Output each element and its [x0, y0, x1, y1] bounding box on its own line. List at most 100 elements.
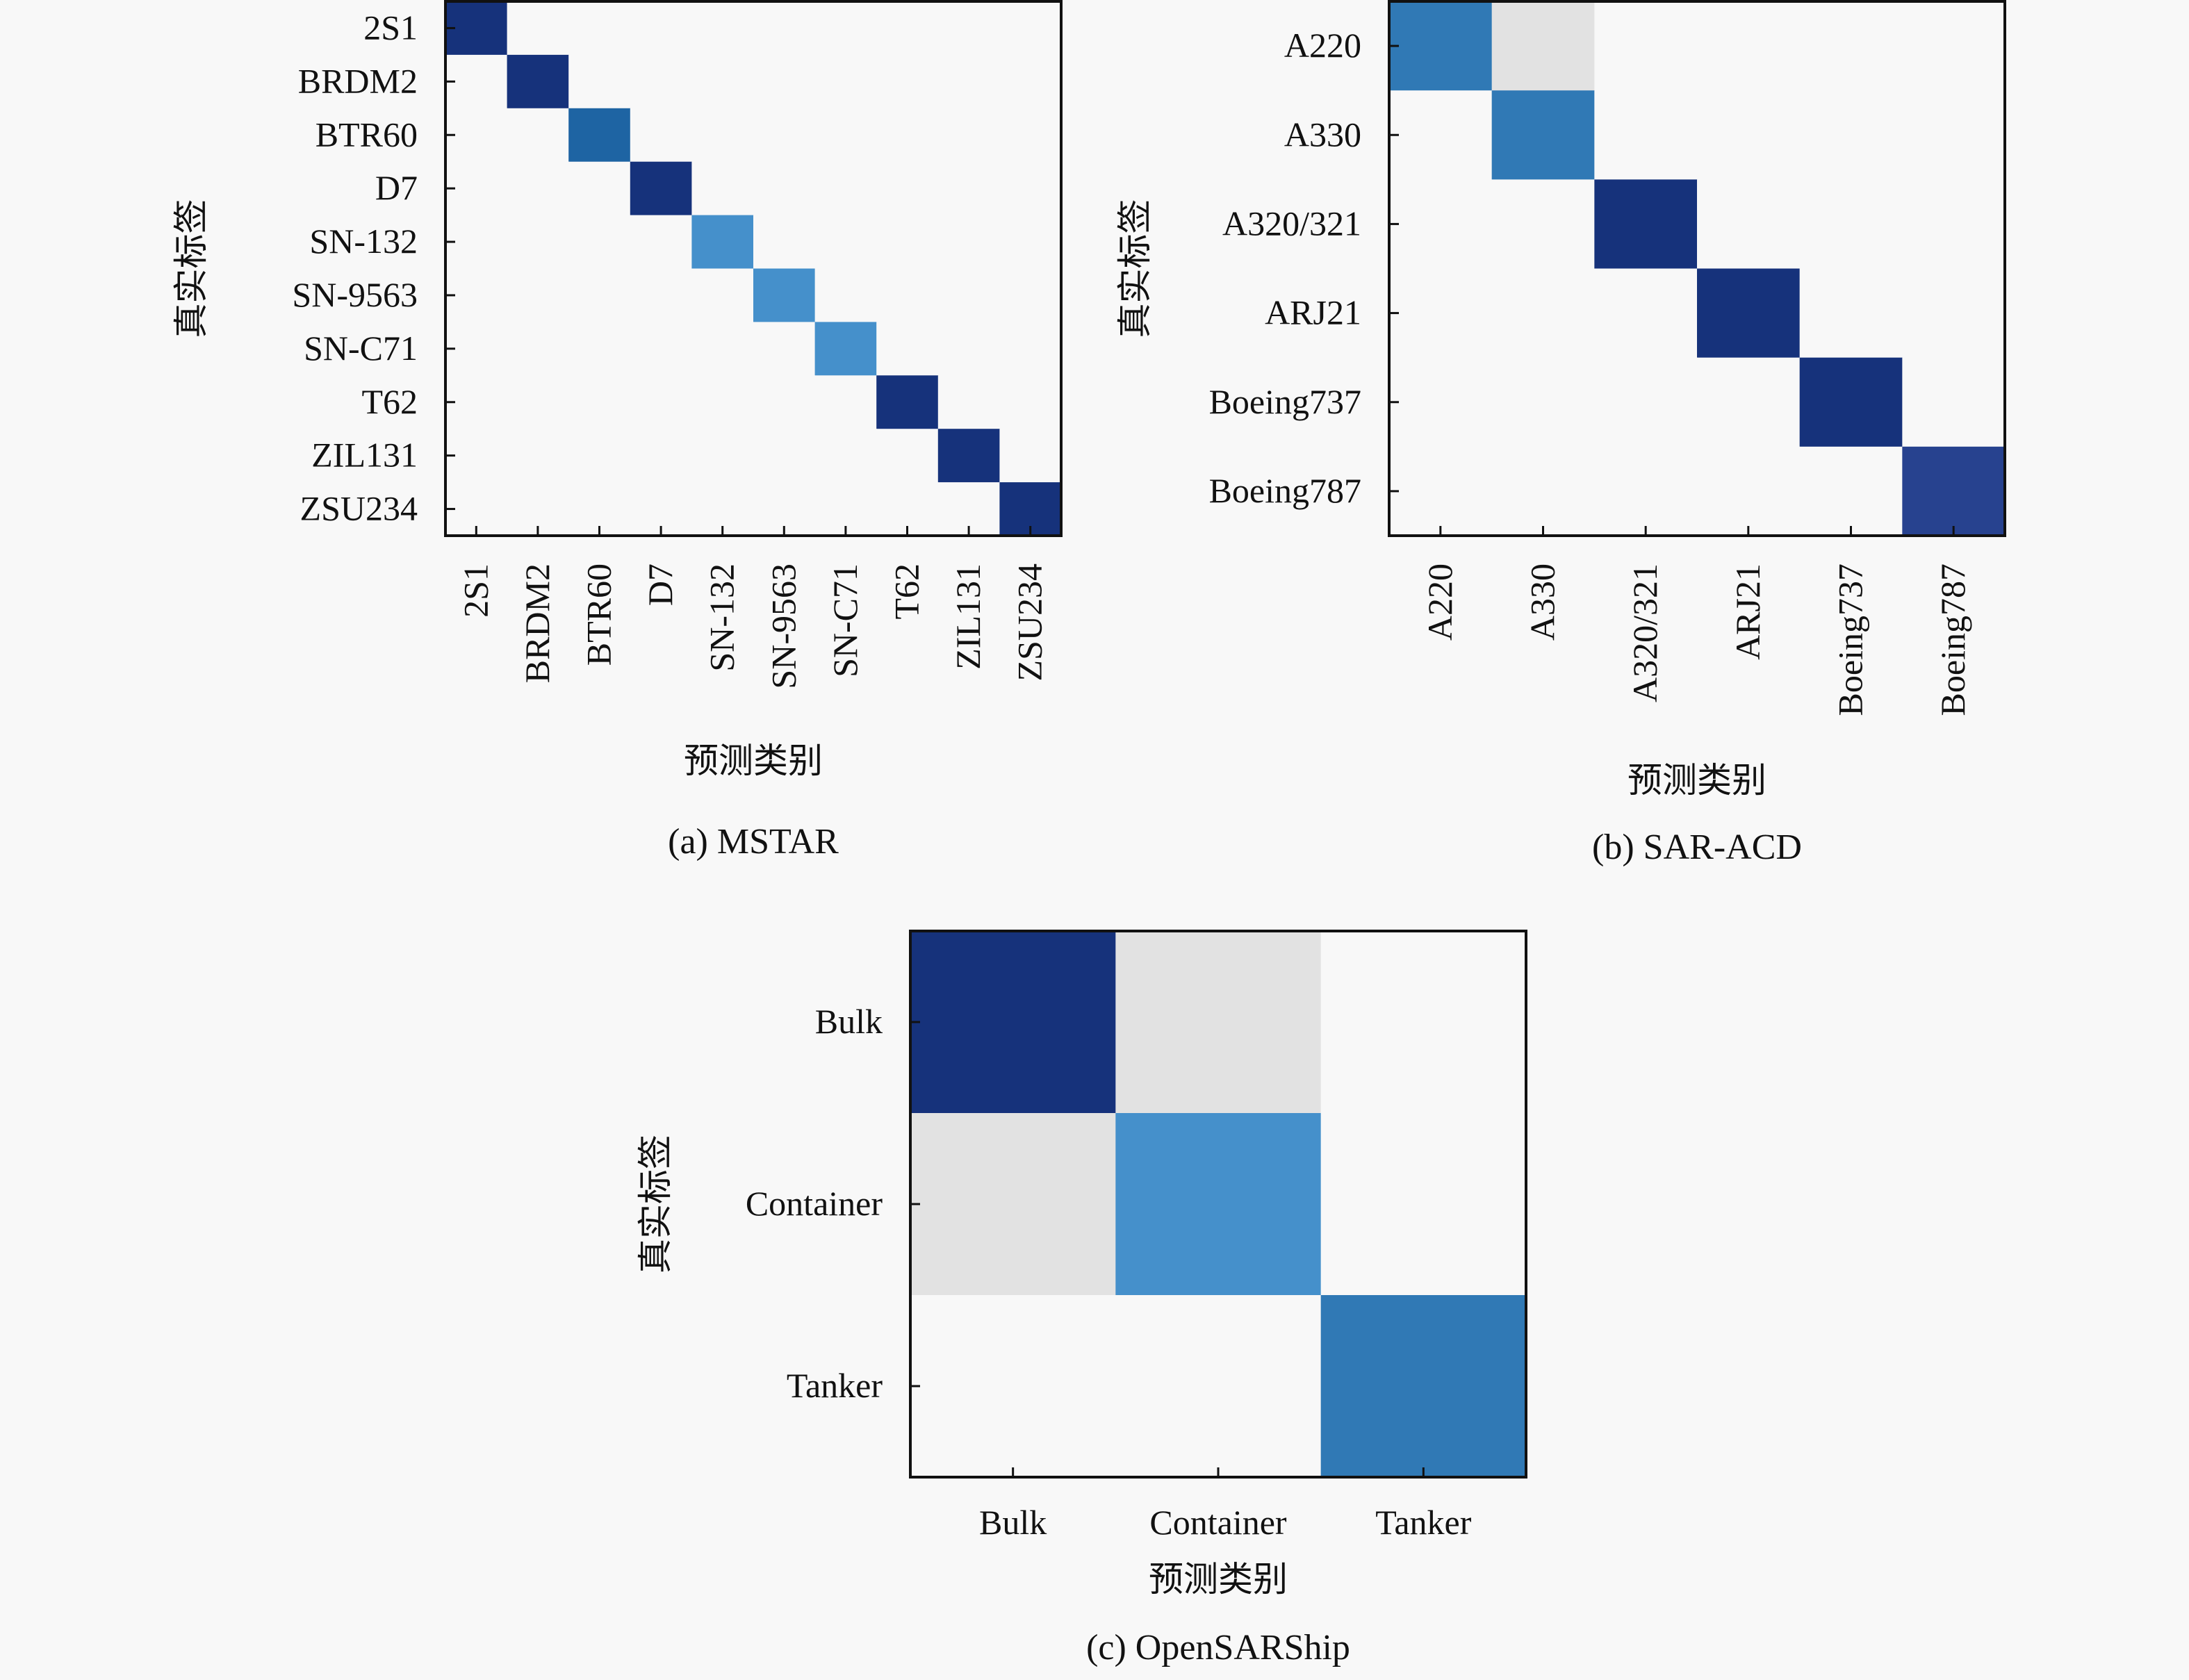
x-tick-label: SN-C71 [826, 563, 864, 677]
cell-sn-9563-zsu234 [999, 268, 1062, 322]
cell-d7-zsu234 [999, 161, 1062, 216]
cell-sn-c71-sn-c71 [814, 322, 877, 376]
cell-sn-c71-sn-132 [691, 322, 754, 376]
cell-a220-boeing737 [1799, 1, 1903, 91]
cell-sn-132-brdm2 [507, 215, 569, 269]
cell-a220-a220 [1389, 1, 1493, 91]
cell-boeing737-boeing737 [1799, 357, 1903, 447]
cell-brdm2-zsu234 [999, 54, 1062, 109]
cell-sn-132-d7 [630, 215, 692, 269]
y-tick-label: SN-9563 [292, 275, 418, 314]
cell-t62-2s1 [445, 375, 508, 429]
x-tick-label: Tanker [1375, 1503, 1471, 1542]
cell-t62-sn-132 [691, 375, 754, 429]
cell-t62-t62 [876, 375, 939, 429]
cell-d7-brdm2 [507, 161, 569, 216]
cell-tanker-bulk [910, 1295, 1116, 1478]
cell-sn-132-t62 [876, 215, 939, 269]
cell-container-container [1115, 1113, 1322, 1296]
cell-2s1-brdm2 [507, 1, 569, 56]
cell-boeing787-a220 [1389, 446, 1493, 536]
cell-t62-zil131 [937, 375, 1000, 429]
cell-t62-zsu234 [999, 375, 1062, 429]
cell-sn-9563-zil131 [937, 268, 1000, 322]
cell-arj21-boeing787 [1902, 268, 2006, 359]
x-tick-label: BRDM2 [518, 563, 557, 683]
cell-zil131-zsu234 [999, 429, 1062, 483]
x-tick-label: ZIL131 [949, 563, 987, 670]
cell-sn-9563-sn-9563 [753, 268, 816, 322]
y-axis-title: 真实标签 [1115, 199, 1155, 338]
cell-btr60-zsu234 [999, 108, 1062, 163]
cell-2s1-btr60 [568, 1, 631, 56]
cell-sn-9563-sn-132 [691, 268, 754, 322]
x-tick-label: SN-132 [703, 563, 741, 672]
cell-t62-brdm2 [507, 375, 569, 429]
y-tick-label: Tanker [787, 1366, 883, 1405]
cell-a220-arj21 [1697, 1, 1801, 91]
cell-btr60-2s1 [445, 108, 508, 163]
cell-t62-d7 [630, 375, 692, 429]
y-tick-label: ARJ21 [1265, 293, 1361, 332]
cell-t62-sn-9563 [753, 375, 816, 429]
cell-boeing787-a320-321 [1594, 446, 1698, 536]
panel-caption: (b) SAR-ACD [1592, 827, 1802, 867]
cell-sn-9563-2s1 [445, 268, 508, 322]
cell-boeing737-boeing787 [1902, 357, 2006, 447]
cell-sn-c71-zsu234 [999, 322, 1062, 376]
cell-a320-321-arj21 [1697, 179, 1801, 269]
y-tick-label: A220 [1284, 26, 1361, 65]
x-axis-title: 预测类别 [684, 741, 823, 781]
cell-a320-321-a330 [1491, 179, 1595, 269]
cell-a320-321-boeing787 [1902, 179, 2006, 269]
cell-zil131-t62 [876, 429, 939, 483]
cell-brdm2-sn-9563 [753, 54, 816, 109]
cell-btr60-d7 [630, 108, 692, 163]
cell-d7-2s1 [445, 161, 508, 216]
cell-btr60-sn-c71 [814, 108, 877, 163]
y-tick-label: A330 [1284, 115, 1361, 154]
y-tick-label: Boeing787 [1209, 471, 1361, 510]
cell-a320-321-a220 [1389, 179, 1493, 269]
cell-sn-9563-btr60 [568, 268, 631, 322]
x-tick-label: T62 [887, 563, 926, 620]
cell-2s1-zsu234 [999, 1, 1062, 56]
cell-boeing737-arj21 [1697, 357, 1801, 447]
cell-boeing737-a320-321 [1594, 357, 1698, 447]
cell-2s1-sn-9563 [753, 1, 816, 56]
cell-sn-132-btr60 [568, 215, 631, 269]
cell-boeing787-boeing787 [1902, 446, 2006, 536]
cell-t62-btr60 [568, 375, 631, 429]
cell-brdm2-sn-132 [691, 54, 754, 109]
cell-boeing787-boeing737 [1799, 446, 1903, 536]
cell-d7-btr60 [568, 161, 631, 216]
cell-2s1-t62 [876, 1, 939, 56]
cell-a330-boeing787 [1902, 90, 2006, 180]
cell-bulk-bulk [910, 931, 1116, 1114]
cell-a220-boeing787 [1902, 1, 2006, 91]
x-tick-label: Boeing737 [1831, 563, 1870, 716]
cell-zil131-btr60 [568, 429, 631, 483]
x-tick-label: A330 [1523, 563, 1562, 641]
cell-boeing737-a330 [1491, 357, 1595, 447]
cell-brdm2-brdm2 [507, 54, 569, 109]
x-tick-label: D7 [641, 563, 680, 606]
cell-btr60-sn-132 [691, 108, 754, 163]
cell-arj21-a320-321 [1594, 268, 1698, 359]
cell-arj21-arj21 [1697, 268, 1801, 359]
x-tick-label: A320/321 [1625, 563, 1664, 702]
x-tick-label: BTR60 [580, 563, 618, 666]
cell-2s1-sn-c71 [814, 1, 877, 56]
cell-container-bulk [910, 1113, 1116, 1296]
cell-2s1-sn-132 [691, 1, 754, 56]
cell-sn-132-zsu234 [999, 215, 1062, 269]
y-tick-label: Bulk [815, 1002, 883, 1041]
cell-bulk-container [1115, 931, 1322, 1114]
cell-bulk-tanker [1320, 931, 1527, 1114]
y-axis-title: 真实标签 [635, 1135, 675, 1274]
cell-zil131-sn-c71 [814, 429, 877, 483]
cell-d7-sn-9563 [753, 161, 816, 216]
cell-zil131-zil131 [937, 429, 1000, 483]
x-tick-label: Boeing787 [1933, 563, 1972, 716]
